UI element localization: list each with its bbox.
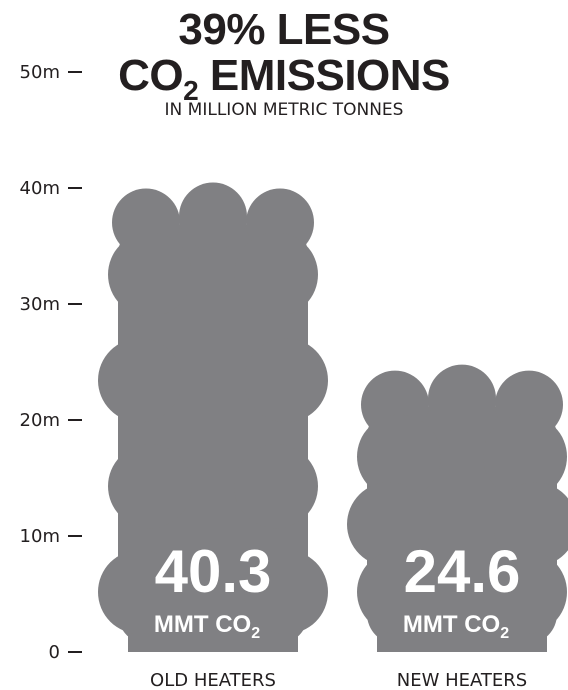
bar-unit-subscript: 2 xyxy=(500,625,509,642)
bar-unit-subscript: 2 xyxy=(251,625,260,642)
y-tick-label: 50m xyxy=(20,62,60,83)
chart-title-line1: 39% LESS xyxy=(178,5,390,54)
bar-bulge-right xyxy=(244,338,328,423)
bar-unit-label: MMT CO2 xyxy=(154,611,260,642)
bar-value-label: 40.3 xyxy=(155,538,272,605)
title-subscript: 2 xyxy=(183,75,199,106)
bar-bulge-left xyxy=(108,444,192,529)
chart-title-line2: CO2 EMISSIONS xyxy=(0,51,568,105)
x-category-label: NEW HEATERS xyxy=(397,670,527,690)
bar-bulge-right xyxy=(493,482,568,567)
chart-subtitle: IN MILLION METRIC TONNES xyxy=(164,100,404,120)
bar-bulge-left xyxy=(347,482,431,567)
bar-unit-label: MMT CO2 xyxy=(403,611,509,642)
bar-2 xyxy=(347,364,568,652)
bar-bulge-right xyxy=(234,232,318,317)
bar-bulge-left xyxy=(357,550,441,634)
bar-bulge-left xyxy=(108,232,192,317)
y-tick-label: 30m xyxy=(20,294,60,315)
bar-bulge-right xyxy=(244,550,328,634)
x-category-label: OLD HEATERS xyxy=(150,670,276,690)
title-emissions: EMISSIONS xyxy=(198,51,450,100)
bar-bulge-right xyxy=(483,414,567,499)
bar-body xyxy=(118,224,308,644)
bar-1 xyxy=(98,182,328,652)
bar-bulge-right xyxy=(234,444,318,529)
title-co: CO xyxy=(118,51,184,100)
bar-bulge-left xyxy=(98,338,182,423)
y-tick-label: 0 xyxy=(49,642,60,663)
y-tick-label: 10m xyxy=(20,526,60,547)
bar-lobe xyxy=(179,182,247,251)
bar-lobe xyxy=(428,364,496,433)
y-tick-label: 40m xyxy=(20,178,60,199)
bar-bulge-left xyxy=(98,550,182,634)
bar-bulge-right xyxy=(483,550,567,634)
y-tick-label: 20m xyxy=(20,410,60,431)
bar-bulge-left xyxy=(357,414,441,499)
bar-value-label: 24.6 xyxy=(404,538,521,605)
